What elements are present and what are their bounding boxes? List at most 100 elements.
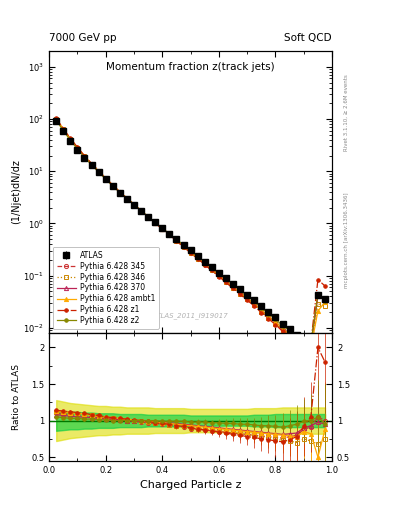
Pythia 6.428 346 xyxy=(287,333,292,339)
Pythia 6.428 z1 xyxy=(231,285,235,291)
Pythia 6.428 345 xyxy=(139,208,143,214)
Pythia 6.428 345 xyxy=(238,290,242,296)
Pythia 6.428 370 xyxy=(125,196,129,202)
Pythia 6.428 346 xyxy=(202,261,207,267)
Pythia 6.428 ambt1 xyxy=(224,278,228,284)
Pythia 6.428 z2 xyxy=(188,248,193,254)
Pythia 6.428 346 xyxy=(245,296,250,303)
Pythia 6.428 z1 xyxy=(287,333,292,339)
Line: Pythia 6.428 ambt1: Pythia 6.428 ambt1 xyxy=(54,117,327,350)
Pythia 6.428 z1 xyxy=(273,322,278,328)
Pythia 6.428 345 xyxy=(188,250,193,256)
Pythia 6.428 z1 xyxy=(195,255,200,262)
Pythia 6.428 345 xyxy=(294,336,299,343)
Pythia 6.428 z2 xyxy=(153,219,158,225)
Pythia 6.428 345 xyxy=(245,296,250,303)
Pythia 6.428 346 xyxy=(61,126,66,132)
Pythia 6.428 346 xyxy=(209,267,214,273)
Pythia 6.428 z1 xyxy=(316,276,320,283)
Line: Pythia 6.428 346: Pythia 6.428 346 xyxy=(54,117,327,353)
Pythia 6.428 z1 xyxy=(160,226,165,232)
Pythia 6.428 370 xyxy=(188,249,193,255)
Pythia 6.428 z2 xyxy=(238,287,242,293)
Pythia 6.428 370 xyxy=(54,117,59,123)
Pythia 6.428 346 xyxy=(217,273,221,279)
Pythia 6.428 z1 xyxy=(146,214,151,220)
Pythia 6.428 345 xyxy=(96,168,101,175)
Pythia 6.428 ambt1 xyxy=(217,272,221,279)
Pythia 6.428 345 xyxy=(301,339,306,345)
Pythia 6.428 ambt1 xyxy=(316,308,320,314)
Pythia 6.428 ambt1 xyxy=(266,313,271,319)
Pythia 6.428 345 xyxy=(287,331,292,337)
Pythia 6.428 370 xyxy=(217,272,221,278)
Pythia 6.428 346 xyxy=(68,136,73,142)
Pythia 6.428 370 xyxy=(224,278,228,284)
Pythia 6.428 z2 xyxy=(224,276,228,282)
Pythia 6.428 ambt1 xyxy=(139,208,143,214)
Pythia 6.428 370 xyxy=(245,295,250,301)
Pythia 6.428 z1 xyxy=(132,201,136,207)
Pythia 6.428 z1 xyxy=(68,135,73,141)
Pythia 6.428 ambt1 xyxy=(68,136,73,142)
Pythia 6.428 ambt1 xyxy=(160,225,165,231)
Pythia 6.428 z2 xyxy=(266,311,271,317)
Pythia 6.428 z2 xyxy=(139,208,143,214)
Pythia 6.428 345 xyxy=(266,314,271,321)
Pythia 6.428 z1 xyxy=(181,244,186,250)
Pythia 6.428 345 xyxy=(217,273,221,280)
Pythia 6.428 346 xyxy=(181,244,186,250)
Pythia 6.428 345 xyxy=(89,161,94,167)
Pythia 6.428 346 xyxy=(110,182,115,188)
Pythia 6.428 370 xyxy=(132,201,136,207)
Line: Pythia 6.428 370: Pythia 6.428 370 xyxy=(54,118,327,347)
Pythia 6.428 346 xyxy=(195,255,200,262)
Pythia 6.428 z1 xyxy=(301,338,306,344)
Pythia 6.428 346 xyxy=(118,189,122,195)
Pythia 6.428 370 xyxy=(202,260,207,266)
Pythia 6.428 z1 xyxy=(238,291,242,297)
Pythia 6.428 z2 xyxy=(301,336,306,343)
Pythia 6.428 370 xyxy=(75,145,80,152)
Pythia 6.428 z1 xyxy=(245,297,250,304)
Pythia 6.428 370 xyxy=(238,289,242,295)
Pythia 6.428 ambt1 xyxy=(323,299,327,305)
Pythia 6.428 z2 xyxy=(167,231,172,237)
Line: Pythia 6.428 z2: Pythia 6.428 z2 xyxy=(55,119,327,345)
Pythia 6.428 z1 xyxy=(139,208,143,214)
Pythia 6.428 ambt1 xyxy=(125,195,129,201)
Pythia 6.428 346 xyxy=(238,290,242,296)
Pythia 6.428 370 xyxy=(252,301,257,307)
Pythia 6.428 346 xyxy=(224,279,228,285)
Pythia 6.428 ambt1 xyxy=(132,201,136,207)
Pythia 6.428 z2 xyxy=(323,297,327,304)
Pythia 6.428 z1 xyxy=(259,310,264,316)
Pythia 6.428 370 xyxy=(61,127,66,133)
Pythia 6.428 z2 xyxy=(273,316,278,322)
Pythia 6.428 z1 xyxy=(217,273,221,280)
Pythia 6.428 z2 xyxy=(202,259,207,265)
Pythia 6.428 ambt1 xyxy=(110,182,115,188)
Pythia 6.428 z2 xyxy=(294,333,299,339)
Pythia 6.428 z2 xyxy=(309,340,313,347)
Pythia 6.428 345 xyxy=(181,244,186,250)
Pythia 6.428 ambt1 xyxy=(301,340,306,346)
Pythia 6.428 345 xyxy=(273,320,278,326)
Pythia 6.428 z2 xyxy=(245,293,250,299)
Pythia 6.428 z2 xyxy=(82,155,87,161)
Pythia 6.428 346 xyxy=(252,302,257,308)
Pythia 6.428 346 xyxy=(323,303,327,309)
Pythia 6.428 370 xyxy=(167,231,172,237)
Pythia 6.428 ambt1 xyxy=(61,126,66,132)
Pythia 6.428 346 xyxy=(167,232,172,238)
Pythia 6.428 345 xyxy=(280,327,285,333)
Text: 7000 GeV pp: 7000 GeV pp xyxy=(49,33,117,42)
Pythia 6.428 345 xyxy=(231,285,235,291)
Pythia 6.428 ambt1 xyxy=(259,307,264,313)
Legend: ATLAS, Pythia 6.428 345, Pythia 6.428 346, Pythia 6.428 370, Pythia 6.428 ambt1,: ATLAS, Pythia 6.428 345, Pythia 6.428 34… xyxy=(53,247,159,329)
Text: ATLAS_2011_I919017: ATLAS_2011_I919017 xyxy=(153,312,228,318)
Pythia 6.428 345 xyxy=(75,145,80,151)
Text: Momentum fraction z(track jets): Momentum fraction z(track jets) xyxy=(106,62,275,73)
Pythia 6.428 370 xyxy=(309,342,313,348)
Pythia 6.428 370 xyxy=(103,176,108,182)
